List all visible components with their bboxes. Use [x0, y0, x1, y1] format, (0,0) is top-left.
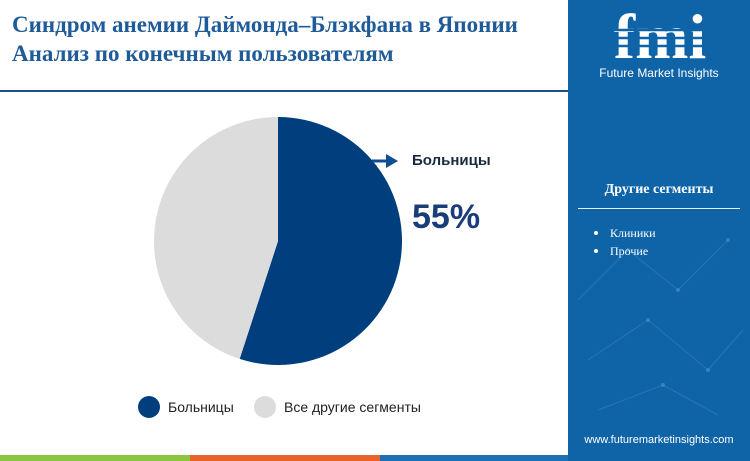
bottom-bar-blue: [380, 455, 568, 461]
pie-chart: [154, 116, 403, 366]
callout-arrow: [372, 154, 398, 168]
list-item: Прочие: [594, 242, 656, 260]
chart-title: Синдром анемии Даймонда–Блэкфана в Япони…: [12, 12, 518, 66]
legend-swatch-hospitals: [138, 396, 160, 418]
segment-label-clinics: Клиники: [610, 226, 656, 240]
other-segments-heading: Другие сегменты: [604, 182, 714, 197]
segment-label-other: Прочие: [610, 244, 649, 258]
bullet-icon: [594, 231, 598, 236]
pie-slice-0: [239, 116, 403, 366]
sidebar: fmi Future Market Insights Другие сегмен…: [568, 0, 750, 461]
sidebar-pattern: [577, 238, 744, 416]
website-url: www.futuremarketinsights.com: [584, 434, 734, 446]
legend-label-other-segments: Все другие сегменты: [284, 399, 421, 415]
other-segments-divider: [578, 208, 740, 209]
pie-slice-1: [154, 117, 278, 359]
callout-label: Больницы: [412, 152, 491, 169]
legend-label-hospitals: Больницы: [168, 399, 234, 415]
logo-subtitle: Future Market Insights: [599, 66, 719, 80]
list-item: Клиники: [594, 224, 656, 242]
fmi-logo: fmi: [590, 8, 730, 66]
callout-value: 55%: [412, 198, 481, 236]
bottom-color-bar: [0, 455, 568, 461]
legend-swatch-other-segments: [254, 396, 276, 418]
pie-slices: [154, 116, 403, 366]
bottom-bar-orange: [190, 455, 380, 461]
bottom-bar-green: [0, 455, 190, 461]
title-divider: [0, 90, 568, 92]
other-segments-list: Клиники Прочие: [594, 224, 656, 260]
bullet-icon: [594, 249, 598, 254]
